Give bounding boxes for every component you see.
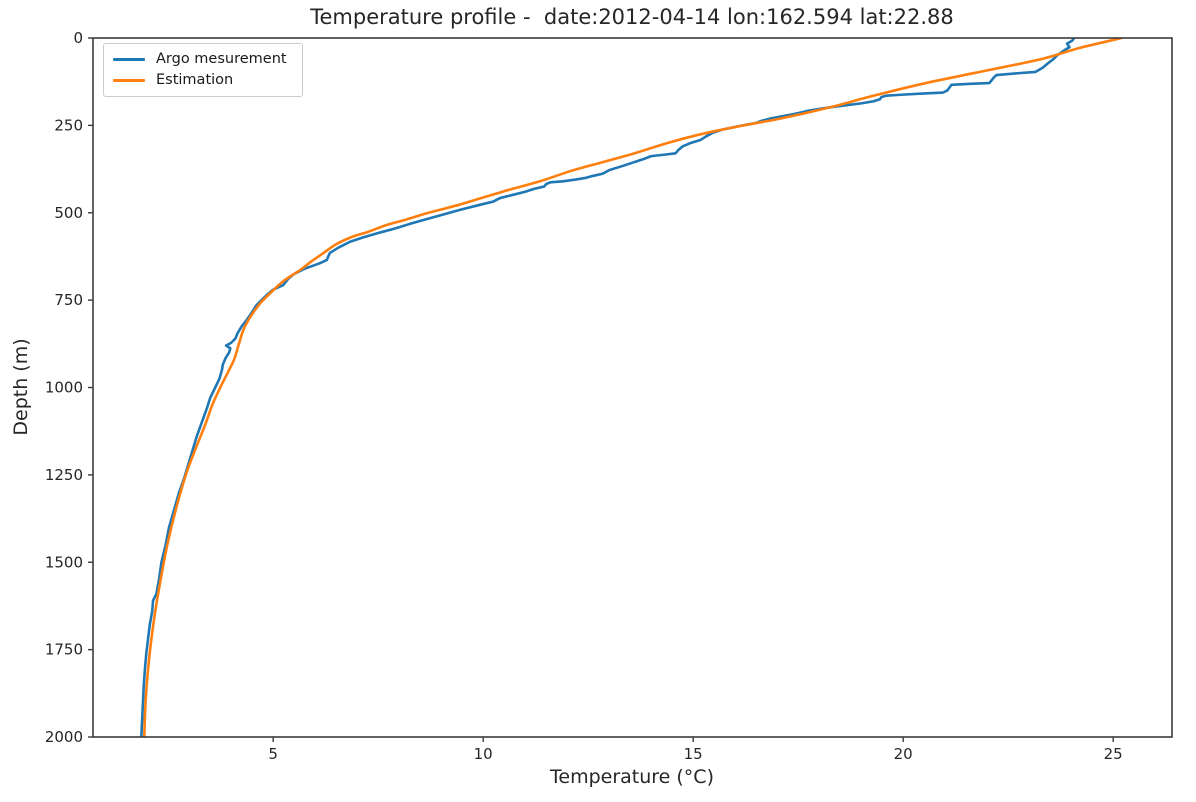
y-tick-label: 1250	[45, 466, 83, 484]
y-tick-label: 2000	[45, 728, 83, 746]
y-tick-label: 0	[73, 29, 83, 47]
y-axis-label: Depth (m)	[10, 338, 32, 436]
y-tick-label: 500	[54, 204, 83, 222]
legend-label: Estimation	[156, 72, 234, 88]
chart-title: Temperature profile - date:2012-04-14 lo…	[310, 5, 954, 29]
legend-entry-estimation: Estimation	[113, 70, 294, 91]
x-axis-label: Temperature (°C)	[550, 766, 714, 788]
plot-frame	[92, 37, 1173, 738]
x-tick-label: 15	[684, 745, 703, 763]
x-tick-label: 10	[474, 745, 493, 763]
x-tick-label: 25	[1104, 745, 1123, 763]
y-tick-label: 1750	[45, 641, 83, 659]
legend-label: Argo mesurement	[156, 51, 287, 67]
legend-line-swatch	[113, 79, 145, 82]
y-tick-label: 250	[54, 116, 83, 134]
y-tick-label: 1000	[45, 379, 83, 397]
legend: Argo mesurement Estimation	[103, 43, 303, 97]
x-tick-label: 5	[268, 745, 278, 763]
legend-line-swatch	[113, 58, 145, 61]
x-tick-label: 20	[894, 745, 913, 763]
legend-entry-argo: Argo mesurement	[113, 49, 294, 70]
series-line-argo	[140, 38, 1076, 737]
y-tick-label: 1500	[45, 553, 83, 571]
series-line-estimation	[142, 38, 1123, 737]
y-tick-label: 750	[54, 291, 83, 309]
